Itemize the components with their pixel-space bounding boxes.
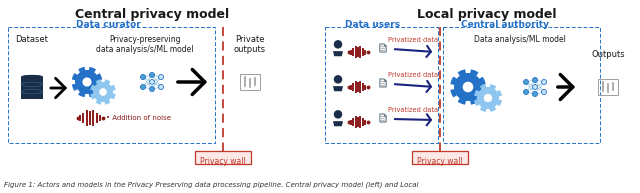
Text: Privatized data: Privatized data xyxy=(388,72,438,78)
Polygon shape xyxy=(21,77,43,84)
Text: Data curator: Data curator xyxy=(76,20,140,29)
Circle shape xyxy=(532,91,538,96)
Circle shape xyxy=(150,86,154,91)
Text: Local privacy model: Local privacy model xyxy=(417,8,557,21)
Text: Central authority: Central authority xyxy=(461,20,549,29)
Circle shape xyxy=(141,74,145,80)
Ellipse shape xyxy=(21,90,43,94)
FancyBboxPatch shape xyxy=(412,151,468,164)
Polygon shape xyxy=(384,44,386,46)
Text: Dataset: Dataset xyxy=(15,35,49,44)
Circle shape xyxy=(541,80,547,85)
Polygon shape xyxy=(333,121,343,126)
Polygon shape xyxy=(451,69,486,105)
Text: Privatized data: Privatized data xyxy=(388,37,438,43)
Circle shape xyxy=(159,74,163,80)
Circle shape xyxy=(484,94,492,102)
Polygon shape xyxy=(474,84,502,112)
Circle shape xyxy=(532,78,538,82)
Ellipse shape xyxy=(21,82,43,86)
Circle shape xyxy=(524,90,529,95)
Polygon shape xyxy=(21,92,43,99)
Circle shape xyxy=(333,110,342,119)
Circle shape xyxy=(141,85,145,90)
Circle shape xyxy=(524,80,529,85)
Polygon shape xyxy=(380,79,386,87)
Text: Privacy wall: Privacy wall xyxy=(200,157,246,166)
Circle shape xyxy=(463,82,474,92)
Polygon shape xyxy=(384,79,386,81)
FancyBboxPatch shape xyxy=(195,151,251,164)
Polygon shape xyxy=(380,44,386,52)
Circle shape xyxy=(333,40,342,49)
Circle shape xyxy=(99,88,107,96)
Circle shape xyxy=(150,73,154,78)
Text: Central privacy model: Central privacy model xyxy=(75,8,229,21)
Circle shape xyxy=(150,80,154,85)
Polygon shape xyxy=(21,84,43,92)
Circle shape xyxy=(333,75,342,84)
Polygon shape xyxy=(72,67,102,97)
Text: Privacy-preserving
data analysis/s/ML model: Privacy-preserving data analysis/s/ML mo… xyxy=(96,35,194,54)
Text: Privacy wall: Privacy wall xyxy=(417,157,463,166)
Text: Private
outputs: Private outputs xyxy=(234,35,266,54)
Text: Outputs: Outputs xyxy=(591,50,625,59)
Polygon shape xyxy=(90,79,116,105)
Text: • Addition of noise: • Addition of noise xyxy=(106,115,171,121)
Polygon shape xyxy=(380,114,386,122)
Polygon shape xyxy=(333,86,343,91)
Polygon shape xyxy=(384,114,386,116)
Circle shape xyxy=(532,85,538,90)
Circle shape xyxy=(159,85,163,90)
Circle shape xyxy=(83,77,92,86)
Text: Data users: Data users xyxy=(346,20,401,29)
Circle shape xyxy=(541,90,547,95)
Ellipse shape xyxy=(21,75,43,79)
Polygon shape xyxy=(333,51,343,56)
Ellipse shape xyxy=(21,75,43,79)
Text: Figure 1: Actors and models in the Privacy Preserving data processing pipeline. : Figure 1: Actors and models in the Priva… xyxy=(4,181,419,188)
Text: Privatized data: Privatized data xyxy=(388,107,438,113)
Text: Data analysis/ML model: Data analysis/ML model xyxy=(474,35,566,44)
